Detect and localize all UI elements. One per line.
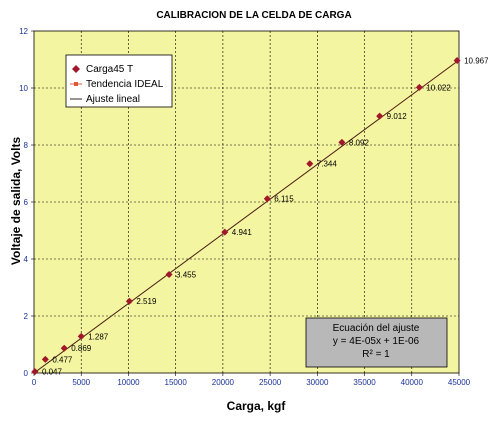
x-tick-label: 40000 <box>401 378 424 387</box>
data-label: 1.287 <box>88 332 109 341</box>
data-label: 0.477 <box>52 355 73 364</box>
legend-label-ajuste: Ajuste lineal <box>86 94 140 105</box>
y-tick-label: 0 <box>24 369 29 378</box>
x-tick-label: 45000 <box>448 378 471 387</box>
data-label: 3.455 <box>176 271 197 280</box>
data-label: 8.092 <box>349 138 370 147</box>
data-label: 7.344 <box>317 160 338 169</box>
x-tick-label: 10000 <box>117 378 140 387</box>
data-label: 10.022 <box>426 83 451 92</box>
data-point <box>306 160 314 168</box>
data-point <box>338 138 346 146</box>
y-tick-label: 12 <box>19 27 28 36</box>
data-point <box>41 355 49 363</box>
y-axis-title: Voltaje de salida, Volts <box>9 137 23 266</box>
x-axis-ticks: 0 5000 10000 15000 20000 25000 30000 35000 40000… <box>32 373 471 387</box>
data-point <box>77 332 85 340</box>
data-label: 10.967 <box>464 56 488 65</box>
y-axis-ticks: 0 2 4 6 8 10 12 <box>19 27 34 378</box>
data-label: 4.941 <box>232 228 253 237</box>
data-point <box>125 297 133 305</box>
trend-lines <box>33 59 460 374</box>
data-label: 0.047 <box>42 368 63 377</box>
y-tick-label: 6 <box>24 198 29 207</box>
legend-marker-diamond <box>72 65 80 73</box>
equation-title: Ecuación del ajuste <box>333 323 420 334</box>
data-point <box>263 195 271 203</box>
x-axis-title: Carga, kgf <box>227 399 287 413</box>
data-point <box>221 228 229 236</box>
x-tick-label: 35000 <box>353 378 376 387</box>
data-points <box>31 56 461 376</box>
y-tick-label: 8 <box>24 141 29 150</box>
data-labels: 0.047 0.477 0.869 1.287 2.519 3.455 4.941 6.115… <box>42 56 488 376</box>
data-point <box>31 368 39 376</box>
data-point <box>60 344 68 352</box>
equation-box: Ecuación del ajuste y = 4E-05x + 1E-06 R… <box>305 317 448 368</box>
equation-box-background <box>305 317 448 368</box>
equation-r2: R² = 1 <box>362 349 390 360</box>
data-point <box>376 112 384 120</box>
x-tick-label: 0 <box>32 378 37 387</box>
data-label: 0.869 <box>71 344 92 353</box>
data-label: 2.519 <box>136 297 157 306</box>
legend-marker-square <box>74 82 78 86</box>
data-point <box>415 83 423 91</box>
x-tick-label: 25000 <box>259 378 282 387</box>
chart-title: CALIBRACION DE LA CELDA DE CARGA <box>156 10 351 21</box>
legend: Carga45 T Tendencia IDEAL Ajuste lineal <box>65 54 173 108</box>
equation-formula: y = 4E-05x + 1E-06 <box>333 336 420 347</box>
data-label: 6.115 <box>274 195 294 204</box>
y-tick-label: 2 <box>24 312 29 321</box>
data-point <box>453 56 461 64</box>
x-tick-label: 5000 <box>72 378 90 387</box>
y-tick-label: 4 <box>24 255 29 264</box>
x-tick-label: 15000 <box>165 378 188 387</box>
legend-label-carga: Carga45 T <box>86 64 133 75</box>
y-tick-label: 10 <box>19 84 28 93</box>
legend-box <box>65 54 173 108</box>
legend-label-ideal: Tendencia IDEAL <box>86 79 164 90</box>
x-tick-label: 30000 <box>306 378 329 387</box>
x-tick-label: 20000 <box>212 378 235 387</box>
linear-fit-line <box>33 59 460 374</box>
data-label: 9.012 <box>387 112 408 121</box>
data-point <box>165 271 173 279</box>
